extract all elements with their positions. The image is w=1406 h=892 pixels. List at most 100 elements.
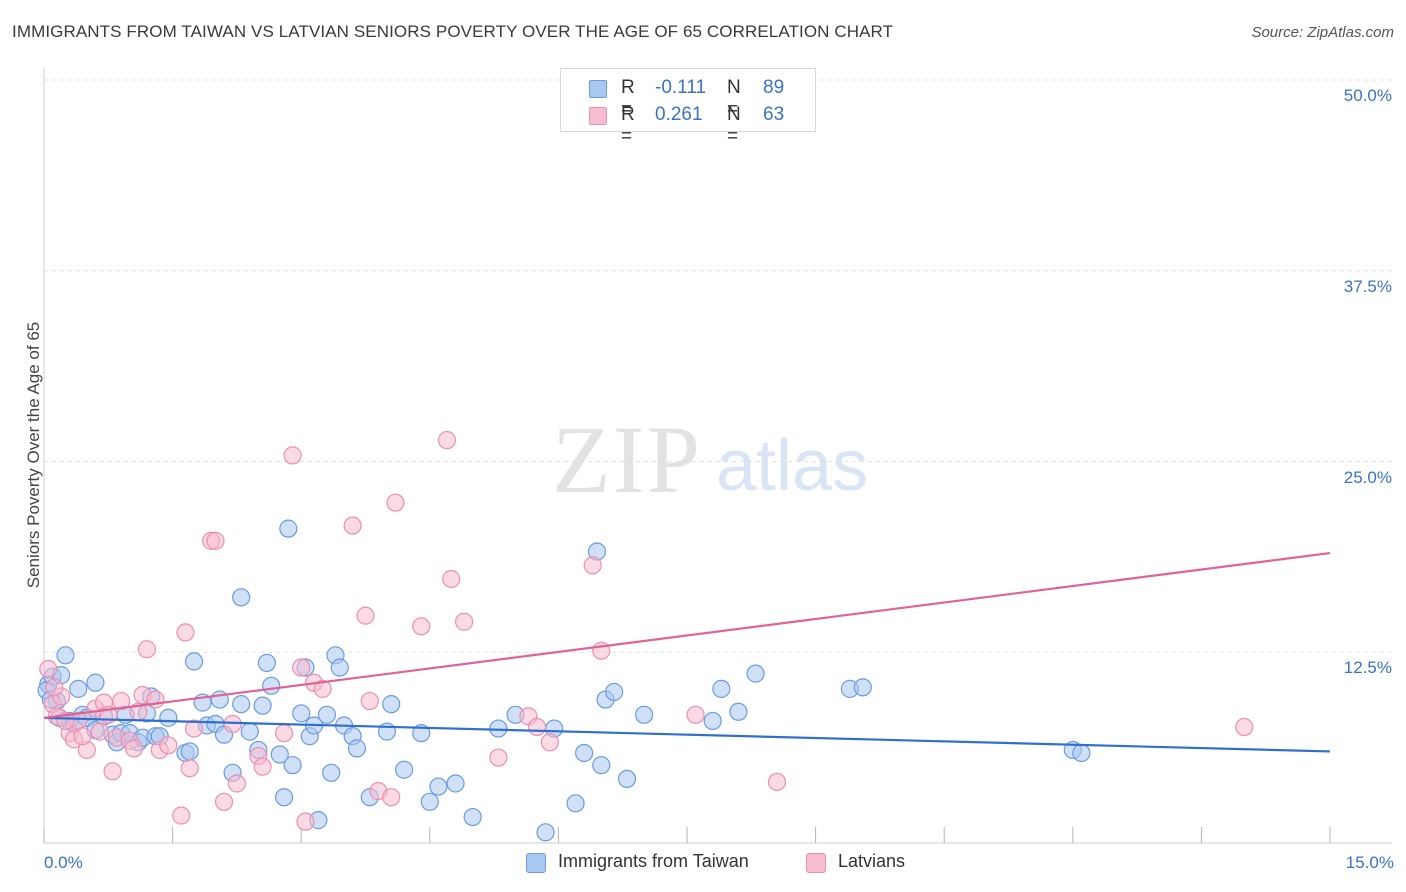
point-taiwan [1072, 743, 1091, 763]
point-taiwan [635, 705, 654, 724]
point-latvian [73, 727, 92, 746]
point-latvian [45, 678, 64, 697]
point-latvian [313, 679, 332, 698]
point-taiwan [605, 682, 624, 702]
bottom-legend-label-taiwan: Immigrants from Taiwan [558, 851, 749, 871]
point-taiwan [184, 652, 204, 671]
axes [43, 68, 1392, 844]
point-taiwan [617, 769, 637, 789]
point-taiwan [270, 745, 289, 764]
point-latvian [180, 759, 199, 778]
point-taiwan [853, 678, 872, 697]
point-taiwan [729, 702, 748, 721]
point-latvian [437, 431, 457, 450]
legend-n-label: N = [727, 104, 741, 147]
series-taiwan-points [37, 519, 1091, 842]
point-latvian [489, 748, 508, 767]
point-latvian [274, 724, 294, 743]
point-latvian [146, 690, 165, 709]
legend-r-value: 0.261 [655, 104, 703, 125]
legend-swatch-latvian [589, 107, 607, 125]
point-taiwan [429, 777, 448, 796]
point-taiwan [317, 705, 337, 724]
watermark-atlas: atlas [716, 426, 868, 506]
point-taiwan [69, 679, 88, 698]
source-label: Source: ZipAtlas.com [1251, 24, 1394, 41]
point-latvian [283, 446, 302, 465]
legend-n-label: N = [727, 77, 741, 120]
point-taiwan [240, 722, 259, 741]
point-latvian [454, 612, 474, 631]
bottom-legend-swatch-latvian [806, 853, 826, 873]
point-taiwan [330, 658, 349, 677]
gridlines [44, 79, 1392, 653]
legend-r-value: -0.111 [655, 77, 707, 98]
point-taiwan [274, 788, 294, 807]
point-latvian [103, 762, 122, 781]
point-latvian [137, 640, 156, 659]
trend-line-taiwan [43, 716, 1331, 753]
point-latvian [583, 556, 602, 575]
point-taiwan [159, 708, 178, 727]
point-latvian [442, 569, 461, 589]
point-taiwan [257, 653, 277, 673]
point-taiwan [712, 679, 731, 698]
point-taiwan [463, 807, 482, 827]
trend-lines [43, 551, 1331, 753]
point-taiwan [394, 760, 414, 779]
point-taiwan [347, 739, 367, 758]
bottom-legend-swatch-taiwan [526, 853, 546, 873]
point-latvian [39, 659, 58, 679]
point-latvian [206, 531, 225, 550]
point-taiwan [86, 673, 105, 692]
point-taiwan [703, 711, 722, 731]
series-latvian-points [39, 105, 1254, 831]
y-tick-label: 50.0% [1343, 86, 1392, 105]
x-tick-label-min: 0.0% [44, 853, 83, 872]
point-latvian [172, 806, 191, 825]
point-latvian [527, 717, 547, 737]
point-latvian [540, 733, 559, 752]
point-latvian [386, 493, 405, 512]
point-latvian [90, 722, 109, 741]
point-taiwan [56, 646, 75, 665]
point-taiwan [575, 743, 594, 763]
point-taiwan [420, 792, 439, 811]
point-taiwan [262, 676, 281, 695]
point-taiwan [253, 696, 272, 715]
point-taiwan [279, 519, 298, 538]
point-taiwan [382, 695, 401, 714]
point-taiwan [180, 742, 199, 761]
legend-n-value: 89 [763, 77, 785, 98]
y-tick-label: 37.5% [1343, 276, 1392, 296]
watermark-zip: ZIP [552, 406, 702, 513]
point-taiwan [232, 588, 251, 607]
point-taiwan [292, 704, 311, 723]
point-latvian [184, 719, 204, 738]
point-latvian [292, 658, 311, 677]
point-taiwan [446, 774, 465, 793]
point-latvian [227, 774, 246, 793]
point-taiwan [283, 756, 302, 775]
legend-n-value: 63 [763, 104, 785, 125]
point-latvian [112, 691, 131, 711]
bottom-legend-label-latvian: Latvians [838, 851, 906, 871]
point-latvian [1235, 717, 1254, 737]
chart-title: IMMIGRANTS FROM TAIWAN VS LATVIAN SENIOR… [12, 22, 894, 41]
x-tick-label-max: 15.0% [1345, 853, 1394, 872]
point-latvian [159, 736, 178, 755]
point-latvian [176, 623, 195, 642]
point-taiwan [746, 664, 765, 683]
point-taiwan [322, 763, 341, 782]
point-taiwan [566, 794, 585, 813]
legend-r-label: R = [621, 104, 635, 147]
point-latvian [124, 739, 144, 758]
y-tick-label: 12.5% [1343, 658, 1392, 678]
point-latvian [253, 757, 272, 776]
y-tick-label: 25.0% [1343, 467, 1392, 487]
point-latvian [382, 788, 401, 807]
point-latvian [767, 772, 787, 792]
point-latvian [412, 617, 431, 636]
point-latvian [296, 812, 315, 831]
